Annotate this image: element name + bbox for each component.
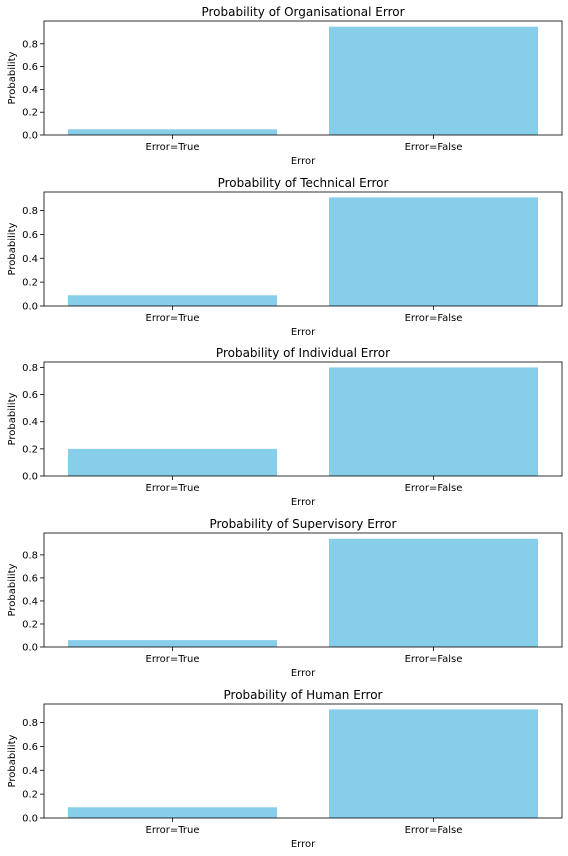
y-tick-label: 0.4: [22, 85, 38, 96]
x-axis-label: Error: [291, 327, 316, 338]
bar-error-false: [329, 26, 538, 136]
y-tick-label: 0.6: [22, 573, 38, 584]
bar-error-true: [68, 295, 277, 306]
y-tick-label: 0.6: [22, 390, 38, 401]
y-axis-label: Probability: [7, 392, 18, 445]
x-axis-label: Error: [291, 668, 316, 679]
bar-error-false: [329, 367, 538, 476]
axes-frame: [43, 191, 563, 307]
chart-title: Probability of Supervisory Error: [210, 517, 397, 531]
subplot-5: Probability of Human Error 0.0 0.2 0.4 0.6 0.…: [7, 688, 563, 850]
y-tick-label: 0.8: [22, 206, 38, 217]
y-tick-label: 0.4: [22, 596, 38, 607]
x-tick-label: Error=False: [405, 313, 463, 324]
bar-error-false: [329, 538, 538, 647]
x-tick-label: Error=True: [146, 483, 200, 494]
x-tick-label: Error=False: [405, 483, 463, 494]
x-tick-label: Error=False: [405, 825, 463, 836]
chart-title: Probability of Technical Error: [218, 176, 389, 190]
chart-title: Probability of Organisational Error: [201, 5, 404, 19]
x-tick-label: Error=True: [146, 313, 200, 324]
bar-error-true: [68, 129, 277, 135]
y-tick-label: 0.0: [22, 814, 38, 825]
x-axis-label: Error: [291, 497, 316, 508]
y-tick-label: 0.8: [22, 718, 38, 729]
y-tick-label: 0.0: [22, 302, 38, 313]
bar-error-true: [68, 448, 277, 476]
axes-frame: [43, 532, 563, 648]
x-tick-label: Error=True: [146, 654, 200, 665]
subplot-4: Probability of Supervisory Error 0.0 0.2 0.…: [7, 517, 563, 679]
y-tick-label: 0.4: [22, 766, 38, 777]
chart-title: Probability of Individual Error: [216, 346, 390, 360]
y-axis-label: Probability: [7, 51, 18, 104]
y-tick-label: 0.2: [22, 444, 38, 455]
x-tick-label: Error=False: [405, 142, 463, 153]
x-tick-label: Error=True: [146, 142, 200, 153]
y-tick-label: 0.2: [22, 278, 38, 289]
x-tick-label: Error=True: [146, 825, 200, 836]
y-tick-label: 0.0: [22, 643, 38, 654]
y-tick-label: 0.2: [22, 790, 38, 801]
y-tick-label: 0.6: [22, 742, 38, 753]
y-axis-label: Probability: [7, 222, 18, 275]
subplot-3: Probability of Individual Error 0.0 0.2 0.4…: [7, 346, 563, 508]
bar-error-false: [329, 197, 538, 306]
bar-error-true: [68, 807, 277, 818]
y-tick-label: 0.8: [22, 39, 38, 50]
y-tick-label: 0.8: [22, 550, 38, 561]
y-tick-label: 0.2: [22, 108, 38, 119]
x-axis-label: Error: [291, 839, 316, 850]
axes-frame: [43, 20, 563, 136]
bar-error-true: [68, 640, 277, 647]
chart-title: Probability of Human Error: [224, 688, 383, 702]
axes-frame: [43, 361, 563, 477]
bar-error-false: [329, 709, 538, 818]
axes-frame: [43, 703, 563, 819]
y-tick-label: 0.2: [22, 619, 38, 630]
x-tick-label: Error=False: [405, 654, 463, 665]
y-axis-label: Probability: [7, 734, 18, 787]
subplot-1: Probability of Organisational Error 0.0 0.…: [7, 5, 563, 167]
y-tick-label: 0.6: [22, 230, 38, 241]
y-tick-label: 0.8: [22, 363, 38, 374]
y-axis-label: Probability: [7, 563, 18, 616]
subplot-2: Probability of Technical Error 0.0 0.2 0.4 0…: [7, 176, 563, 338]
x-axis-label: Error: [291, 156, 316, 167]
y-tick-label: 0.0: [22, 131, 38, 142]
y-tick-label: 0.0: [22, 472, 38, 483]
y-tick-label: 0.4: [22, 254, 38, 265]
y-tick-label: 0.6: [22, 62, 38, 73]
y-tick-label: 0.4: [22, 417, 38, 428]
